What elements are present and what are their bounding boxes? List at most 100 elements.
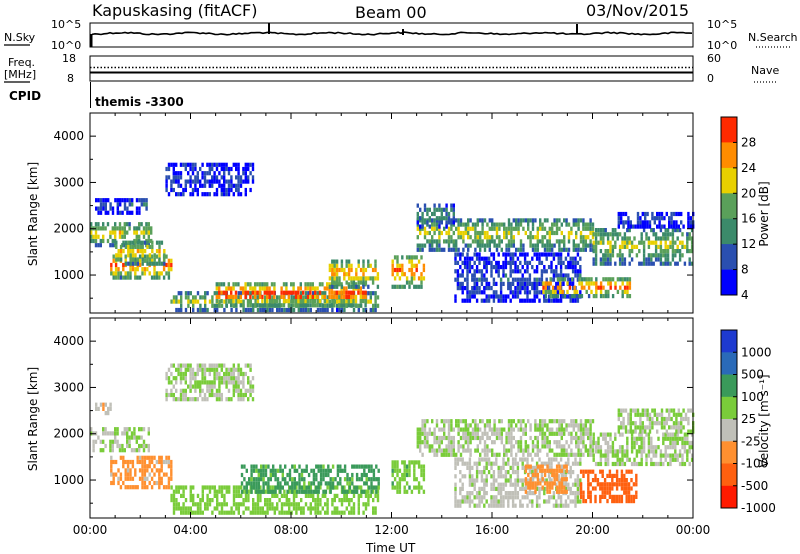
velocity-echo-cell [134, 468, 137, 473]
velocity-echo-cell [307, 472, 311, 478]
velocity-echo-cell [565, 427, 568, 432]
power-echo-cell [114, 226, 117, 231]
velocity-echo-cell [239, 380, 243, 385]
power-echo-cell [354, 299, 358, 304]
velocity-echo-cell [170, 485, 173, 490]
velocity-echo-cell [644, 429, 647, 434]
power-echo-cell [614, 285, 617, 290]
power-echo-cell [141, 253, 144, 258]
velocity-echo-cell [516, 482, 520, 487]
velocity-echo-cell [599, 469, 602, 474]
velocity-echo-cell [546, 489, 549, 494]
power-echo-cell [664, 232, 667, 237]
velocity-echo-cell [547, 499, 551, 504]
power-echo-cell [626, 294, 629, 299]
power-echo-cell [483, 265, 486, 270]
power-echo-cell [463, 265, 467, 270]
velocity-echo-cell [632, 482, 636, 487]
velocity-echo-cell [555, 485, 559, 490]
velocity-echo-cell [421, 452, 424, 457]
power-echo-cell [99, 226, 102, 231]
power-echo-cell [187, 171, 190, 176]
velocity-echo-cell [473, 482, 476, 487]
velocity-echo-cell [492, 495, 496, 500]
power-echo-cell [357, 259, 360, 264]
velocity-echo-cell [536, 448, 539, 453]
velocity-echo-cell [680, 425, 683, 430]
velocity-echo-cell [322, 477, 325, 482]
velocity-echo-cell [575, 452, 578, 457]
power-echo-cell [126, 206, 129, 211]
velocity-echo-cell [551, 431, 554, 436]
power-echo-cell [452, 243, 455, 248]
velocity-echo-cell [582, 452, 585, 457]
velocity-echo-cell [336, 506, 339, 511]
power-echo-cell [419, 218, 422, 223]
power-echo-cell [531, 226, 535, 231]
power-echo-cell [179, 175, 183, 180]
power-echo-cell [239, 303, 242, 308]
velocity-echo-cell [687, 429, 690, 434]
power-echo-cell [117, 271, 120, 276]
power-echo-cell [632, 224, 635, 229]
velocity-echo-cell [493, 452, 496, 457]
power-echo-cell [660, 216, 664, 221]
power-echo-cell [140, 198, 143, 203]
power-echo-cell [206, 291, 209, 296]
power-echo-cell [112, 275, 115, 280]
power-echo-cell [235, 299, 238, 304]
power-echo-cell [299, 294, 302, 299]
power-echo-cell [599, 285, 603, 290]
velocity-echo-cell [636, 408, 640, 413]
velocity-echo-cell [664, 453, 667, 458]
power-echo-cell [664, 244, 667, 249]
power-echo-cell [616, 253, 619, 258]
velocity-echo-cell [599, 499, 602, 504]
velocity-echo-cell [567, 470, 570, 475]
power-echo-cell [237, 179, 240, 184]
power-echo-cell [208, 183, 211, 188]
power-echo-cell [471, 265, 474, 270]
power-echo-cell [223, 166, 226, 172]
power-echo-cell [686, 232, 689, 237]
velocity-echo-cell [223, 371, 226, 377]
velocity-echo-cell [498, 427, 501, 432]
power-echo-cell [316, 286, 319, 291]
velocity-echo-cell [615, 494, 619, 499]
velocity-echo-cell [675, 412, 678, 417]
velocity-echo-cell [279, 468, 282, 473]
power-echo-cell [468, 298, 472, 303]
power-echo-cell [599, 236, 603, 241]
velocity-echo-cell [223, 376, 226, 381]
velocity-echo-cell [333, 510, 336, 515]
velocity-echo-cell [502, 461, 505, 466]
velocity-echo-cell [189, 498, 192, 503]
velocity-echo-cell [256, 506, 260, 511]
power-echo-cell [466, 298, 469, 303]
velocity-echo-cell [267, 477, 270, 482]
velocity-echo-cell [686, 457, 689, 462]
power-echo-cell [160, 240, 164, 245]
velocity-echo-cell [539, 419, 542, 424]
power-echo-cell [528, 277, 532, 282]
velocity-echo-cell [232, 384, 235, 389]
velocity-echo-cell [638, 449, 641, 454]
velocity-echo-cell [204, 506, 207, 511]
velocity-echo-cell [632, 499, 636, 504]
velocity-echo-cell [626, 457, 629, 462]
velocity-echo-cell [189, 380, 192, 385]
velocity-echo-cell [553, 477, 556, 482]
power-echo-cell [466, 260, 469, 265]
velocity-echo-cell [608, 482, 612, 487]
power-echo-cell [428, 207, 431, 212]
power-echo-cell [636, 211, 640, 217]
velocity-echo-cell [343, 468, 347, 473]
velocity-echo-cell [252, 498, 255, 503]
power-echo-cell [595, 289, 598, 294]
power-echo-cell [126, 210, 129, 215]
power-echo-cell [165, 271, 168, 276]
power-echo-cell [342, 299, 346, 304]
velocity-echo-cell [688, 449, 691, 454]
velocity-echo-cell [640, 440, 643, 446]
power-echo-cell [575, 235, 578, 240]
